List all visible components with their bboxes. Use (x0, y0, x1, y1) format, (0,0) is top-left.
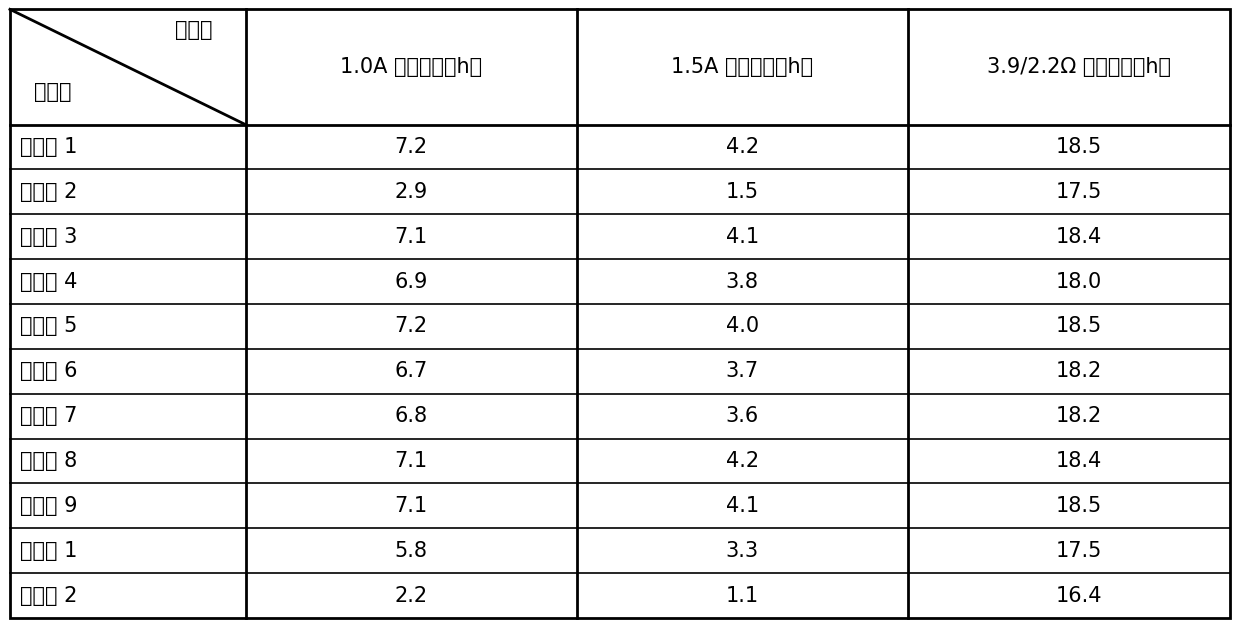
Text: 7.2: 7.2 (394, 316, 428, 336)
Text: 4.0: 4.0 (725, 316, 759, 336)
Text: 实施例 9: 实施例 9 (20, 496, 77, 516)
Text: 4.2: 4.2 (725, 451, 759, 471)
Text: 4.1: 4.1 (725, 227, 759, 247)
Text: 7.1: 7.1 (394, 496, 428, 516)
Text: 对比例 2: 对比例 2 (20, 586, 77, 606)
Text: 3.6: 3.6 (725, 406, 759, 426)
Text: 实施例 1: 实施例 1 (20, 137, 77, 157)
Text: 实施例 5: 实施例 5 (20, 316, 77, 336)
Text: 18.4: 18.4 (1055, 451, 1102, 471)
Text: 测试项: 测试项 (175, 20, 212, 40)
Text: 4.1: 4.1 (725, 496, 759, 516)
Text: 实施例 7: 实施例 7 (20, 406, 77, 426)
Text: 实施例: 实施例 (33, 82, 71, 102)
Text: 1.0A 连续放电（h）: 1.0A 连续放电（h） (340, 57, 482, 77)
Text: 实施例 4: 实施例 4 (20, 272, 77, 292)
Text: 3.8: 3.8 (725, 272, 759, 292)
Text: 16.4: 16.4 (1055, 586, 1102, 606)
Text: 17.5: 17.5 (1055, 541, 1102, 561)
Text: 18.0: 18.0 (1055, 272, 1102, 292)
Text: 4.2: 4.2 (725, 137, 759, 157)
Text: 3.3: 3.3 (725, 541, 759, 561)
Text: 1.5: 1.5 (725, 182, 759, 202)
Text: 实施例 2: 实施例 2 (20, 182, 77, 202)
Text: 实施例 8: 实施例 8 (20, 451, 77, 471)
Text: 18.5: 18.5 (1055, 316, 1102, 336)
Text: 17.5: 17.5 (1055, 182, 1102, 202)
Text: 实施例 6: 实施例 6 (20, 361, 77, 381)
Text: 6.7: 6.7 (394, 361, 428, 381)
Text: 18.5: 18.5 (1055, 137, 1102, 157)
Text: 6.9: 6.9 (394, 272, 428, 292)
Text: 6.8: 6.8 (394, 406, 428, 426)
Text: 18.2: 18.2 (1055, 361, 1102, 381)
Text: 3.9/2.2Ω 恒阻连放（h）: 3.9/2.2Ω 恒阻连放（h） (987, 57, 1171, 77)
Text: 7.1: 7.1 (394, 451, 428, 471)
Text: 3.7: 3.7 (725, 361, 759, 381)
Text: 对比例 1: 对比例 1 (20, 541, 77, 561)
Text: 18.2: 18.2 (1055, 406, 1102, 426)
Text: 7.2: 7.2 (394, 137, 428, 157)
Text: 1.1: 1.1 (725, 586, 759, 606)
Text: 2.2: 2.2 (394, 586, 428, 606)
Text: 5.8: 5.8 (394, 541, 428, 561)
Text: 18.5: 18.5 (1055, 496, 1102, 516)
Text: 实施例 3: 实施例 3 (20, 227, 77, 247)
Text: 7.1: 7.1 (394, 227, 428, 247)
Text: 2.9: 2.9 (394, 182, 428, 202)
Text: 1.5A 连续放电（h）: 1.5A 连续放电（h） (671, 57, 813, 77)
Text: 18.4: 18.4 (1055, 227, 1102, 247)
